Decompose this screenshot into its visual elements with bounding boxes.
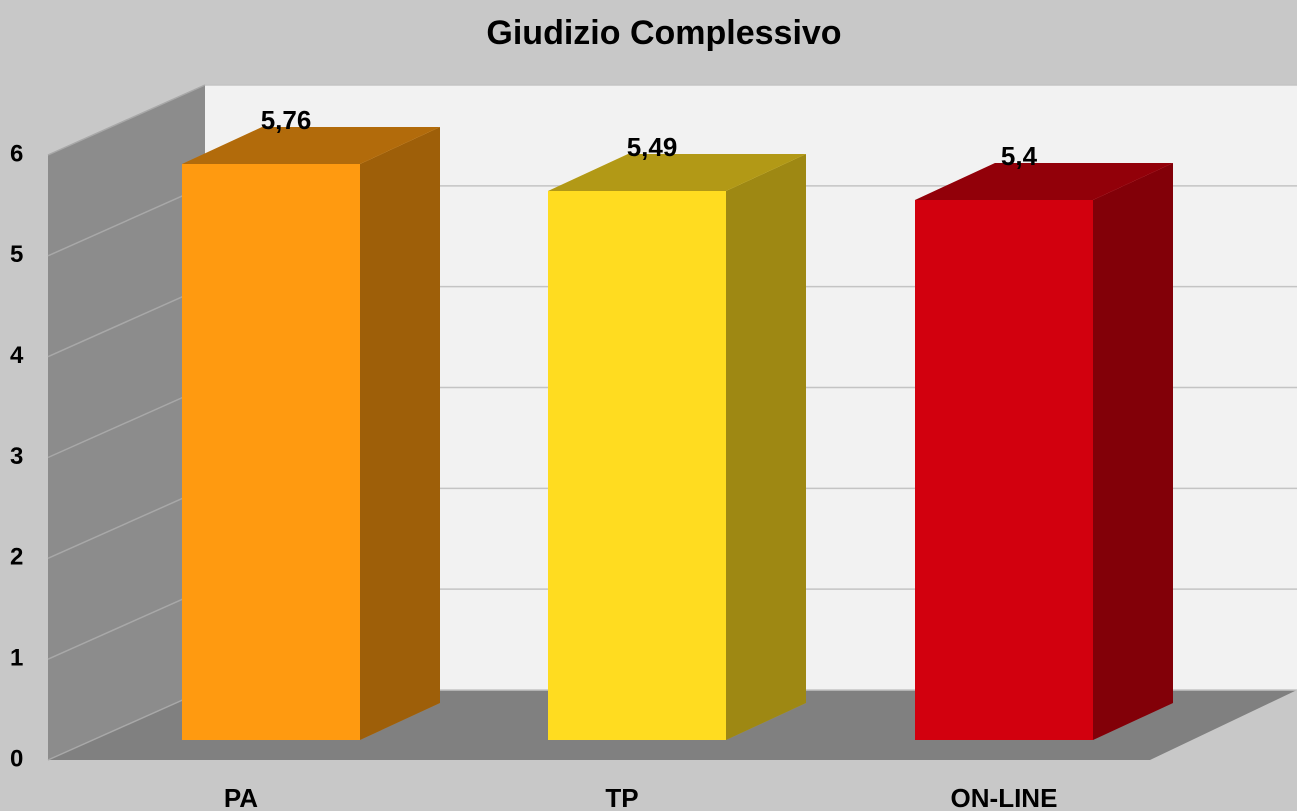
value-label: 5,76 — [261, 105, 312, 135]
bar-top — [182, 127, 440, 164]
y-tick-label: 5 — [10, 241, 23, 268]
grid-line — [47, 487, 206, 560]
x-tick-label: PA — [224, 783, 258, 811]
bar-top — [915, 163, 1173, 200]
bar-top-shade — [915, 163, 1173, 200]
grid-line — [47, 84, 206, 156]
y-tick-label: 3 — [10, 443, 23, 470]
grid-line — [47, 386, 206, 459]
grid-line — [47, 588, 206, 660]
y-tick-label: 6 — [10, 140, 23, 167]
x-tick-label: ON-LINE — [951, 783, 1058, 811]
value-label: 5,4 — [1001, 141, 1038, 171]
bar-side — [1093, 163, 1173, 740]
bar — [548, 191, 726, 740]
y-tick-label: 1 — [10, 645, 23, 672]
bar — [915, 200, 1093, 740]
grid-line — [47, 285, 206, 358]
chart-title: Giudizio Complessivo — [486, 14, 841, 52]
bar-side — [726, 154, 806, 740]
bar — [182, 164, 360, 740]
grid-line — [47, 185, 206, 257]
y-tick-label: 2 — [10, 544, 23, 571]
bar-side-shade — [1093, 163, 1173, 740]
bar-side-shade — [726, 154, 806, 740]
bar-side-shade — [360, 127, 440, 740]
bar-top-shade — [548, 154, 806, 191]
bar-top-shade — [182, 127, 440, 164]
y-tick-label: 0 — [10, 745, 23, 772]
bar-side — [360, 127, 440, 740]
bar-top — [548, 154, 806, 191]
x-tick-label: TP — [605, 783, 638, 811]
grid-line — [47, 689, 206, 761]
y-tick-label: 4 — [10, 342, 24, 369]
value-label: 5,49 — [627, 132, 678, 162]
